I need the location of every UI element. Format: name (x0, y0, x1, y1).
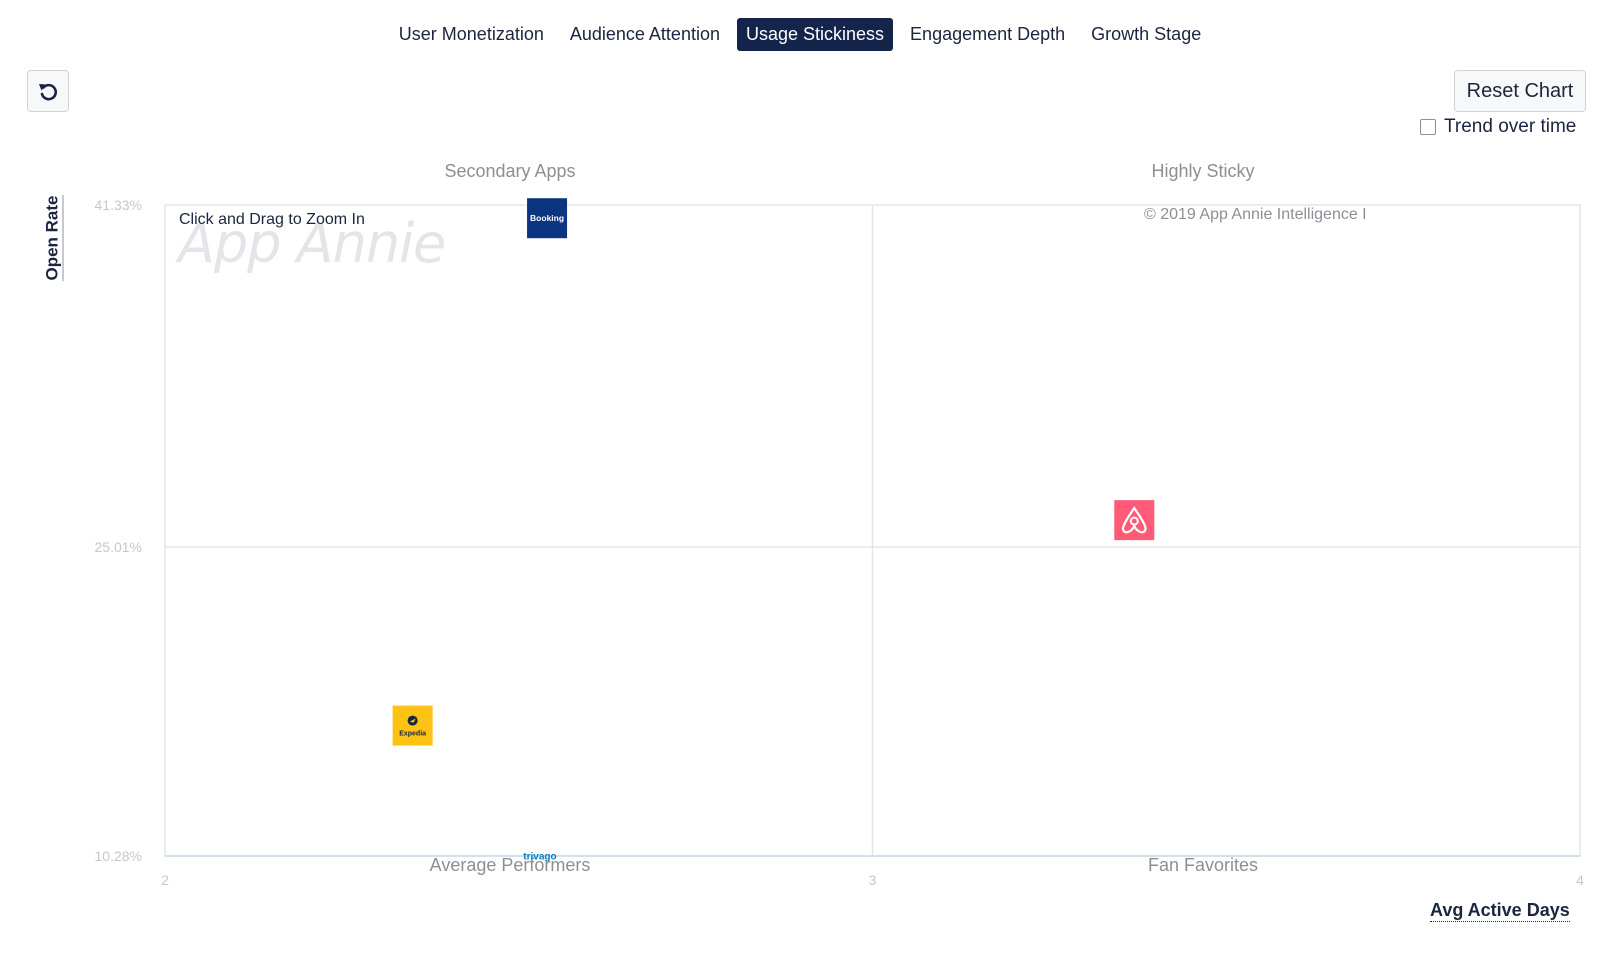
quadrant-label-highly-sticky: Highly Sticky (1151, 161, 1255, 181)
data-point-airbnb[interactable] (1114, 500, 1155, 541)
data-point-expedia[interactable]: Expedia (392, 705, 433, 746)
quadrant-label-secondary-apps: Secondary Apps (444, 161, 576, 181)
airbnb-logo (1114, 500, 1155, 541)
x-tick-label: 2 (161, 872, 169, 888)
tab-engagement-depth[interactable]: Engagement Depth (910, 24, 1066, 44)
y-tick-label: 10.28% (95, 848, 142, 864)
trend-checkbox[interactable] (1420, 119, 1436, 135)
y-tick-label: 25.01% (95, 539, 142, 555)
trend-label: Trend over time (1444, 116, 1577, 137)
tab-usage-stickiness[interactable]: Usage Stickiness (736, 18, 894, 51)
expedia-logo: Expedia (392, 705, 433, 746)
x-axis-title: Avg Active Days (1430, 900, 1570, 922)
undo-button[interactable] (27, 70, 69, 112)
x-tick-label: 3 (869, 872, 877, 888)
tab-bar: User Monetization Audience Attention Usa… (0, 18, 1600, 51)
tab-user-monetization[interactable]: User Monetization (398, 24, 544, 44)
data-point-booking[interactable]: Booking (527, 198, 568, 239)
quadrant-label-fan-favorites: Fan Favorites (1147, 855, 1259, 875)
x-tick-label: 4 (1576, 872, 1584, 888)
booking-logo: Booking (527, 198, 568, 239)
point-label: Expedia (399, 731, 426, 738)
undo-icon (39, 83, 58, 101)
reset-chart-button[interactable]: Reset Chart (1454, 70, 1586, 112)
y-tick-label: 41.33% (95, 197, 142, 213)
data-point-trivago[interactable]: trivago (523, 852, 556, 863)
point-label: Booking (530, 213, 564, 223)
app-annie-watermark-logo: App Annie (178, 212, 446, 275)
copyright-notice: © 2019 App Annie Intelligence I (1144, 206, 1367, 223)
trivago-logo: trivago (523, 852, 556, 863)
trend-over-time-toggle[interactable]: Trend over time (1420, 116, 1576, 138)
tab-audience-attention[interactable]: Audience Attention (569, 24, 720, 44)
tab-growth-stage[interactable]: Growth Stage (1091, 24, 1202, 44)
zoom-hint: Click and Drag to Zoom In (179, 211, 365, 228)
quadrant-label-average-performers: Average Performers (429, 855, 591, 875)
point-label: trivago (523, 852, 556, 863)
